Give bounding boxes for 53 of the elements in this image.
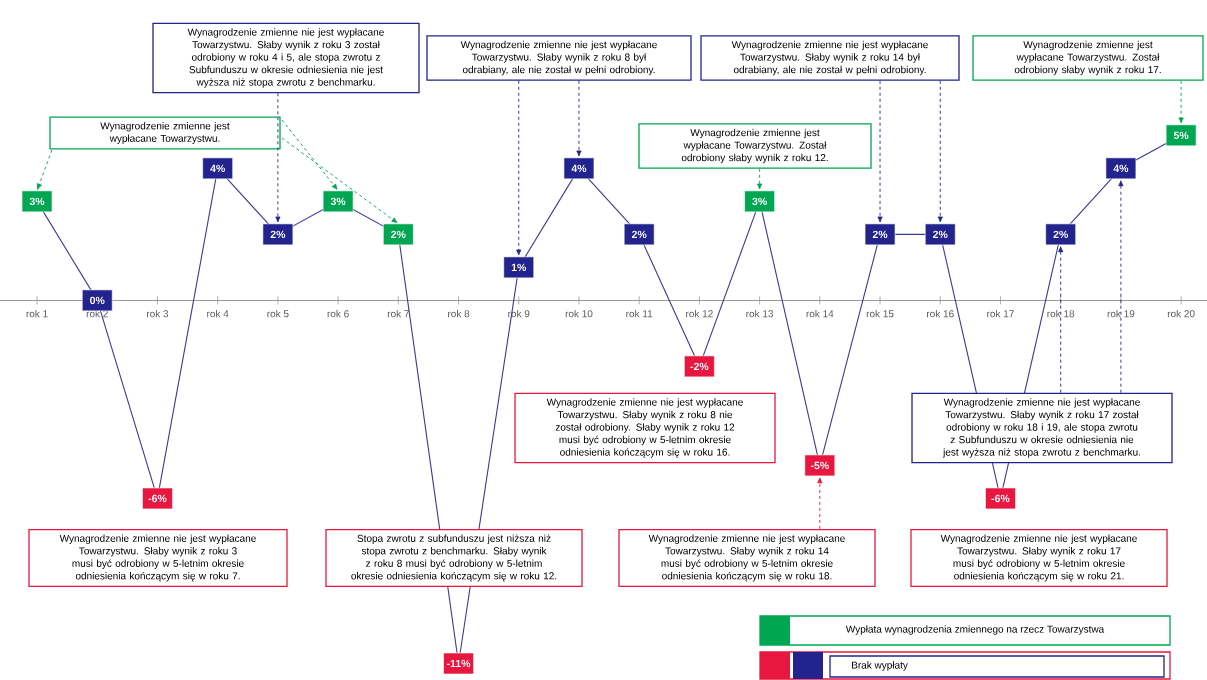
data-label: 4% — [571, 164, 587, 173]
data-label: -2% — [690, 362, 709, 371]
x-tick-label: rok 14 — [806, 309, 834, 318]
x-tick-label: rok 18 — [1047, 309, 1075, 318]
data-label: 2% — [270, 230, 286, 239]
data-label: 2% — [391, 230, 406, 239]
x-tick-label: rok 17 — [987, 309, 1014, 318]
data-label: 5% — [1173, 131, 1189, 140]
data-label: 2% — [631, 230, 647, 239]
x-tick-label: rok 7 — [387, 309, 409, 318]
annotation: Wypłata wynagrodzenia zmiennego na rzecz Towarzystwa — [845, 625, 1105, 635]
data-label: 3% — [29, 197, 45, 206]
data-label: -5% — [810, 461, 829, 470]
x-tick-label: rok 8 — [448, 309, 470, 318]
text: Wynagrodzenie zmienne nie jest wypłacane Towarzystwu. Słaby wynik z roku 3 został odrobiony w roku 4 i 5, ale stopa zwrotu z Subfunduszu w okresie odniesienia nie jest wyższa niż stopa zwrotu z benchmarku. — [187, 28, 384, 88]
x-tick-label: rok 3 — [147, 309, 169, 318]
data-label: 0% — [90, 296, 105, 305]
x-tick-label: rok 16 — [927, 309, 954, 318]
x-tick-label: rok 12 — [686, 309, 713, 318]
x-tick-label: rok 6 — [327, 309, 349, 318]
annotation: Wynagrodzenie zmienne nie jest wypłacane Towarzystwu. Słaby wynik z roku 17 musi być odrobiony w 5-letnim okresie odniesienia kończącym się w roku 21. — [940, 534, 1137, 582]
data-label: -6% — [148, 494, 167, 503]
annotation: Wynagrodzenie zmienne jest wypłacane Towarzystwu. — [100, 122, 230, 144]
annotation: Wynagrodzenie zmienne jest wypłacane Towarzystwu. Został odrobiony słaby wynik z roku 12. — [681, 128, 828, 164]
x-tick-label: rok 2 — [86, 309, 108, 318]
x-tick-label: rok 19 — [1107, 309, 1135, 318]
data-label: 2% — [872, 230, 888, 239]
data-label: -11% — [446, 659, 471, 668]
annotation: Brak wypłaty — [852, 661, 908, 671]
x-tick-label: rok 13 — [746, 309, 774, 318]
text: Wynagrodzenie zmienne nie jest wypłacane Towarzystwu. Słaby wynik z roku 8 był odrabiany, ale nie został w pełni odrobiony. — [460, 40, 657, 76]
text: Wynagrodzenie zmienne jest wypłacane Towarzystwu. Został odrobiony słaby wynik z roku 17. — [1014, 40, 1161, 76]
annotation: Wynagrodzenie zmienne nie jest wypłacane Towarzystwu. Słaby wynik z roku 17 został odrobiony w roku 18 i 19, ale stopa zwrotu z Subfunduszu w okresie odniesienia nie jest wyższa niż stopa zwrotu z benchmarku. — [942, 398, 1140, 458]
x-tick-label: rok 10 — [565, 309, 593, 318]
data-label: 3% — [752, 197, 767, 206]
data-label: 1% — [511, 263, 527, 272]
data-label: 2% — [933, 230, 948, 239]
annotation: Wynagrodzenie zmienne nie jest wypłacane Towarzystwu. Słaby wynik z roku 8 nie został odrobiony. Słaby wynik z roku 12 musi być odrobiony w 5-letnim okresie odniesienia kończącym się w roku 16. — [546, 398, 743, 458]
data-label: 4% — [1113, 164, 1129, 173]
x-tick-label: rok 15 — [866, 309, 894, 318]
x-tick-label: rok 1 — [26, 309, 48, 318]
x-tick-label: rok 11 — [626, 309, 653, 318]
x-tick-label: rok 4 — [207, 309, 229, 318]
x-tick-label: rok 20 — [1167, 309, 1195, 318]
data-label: 4% — [210, 164, 225, 173]
data-label: -6% — [991, 494, 1010, 503]
data-label: 3% — [330, 197, 346, 206]
annotation: Stopa zwrotu z subfunduszu jest niższa niż stopa zwrotu z benchmarku. Słaby wynik z roku 8 musi być odrobiony w 5-letnim okresie odniesienia kończącym się w roku 12. — [351, 534, 557, 582]
annotation: Wynagrodzenie zmienne nie jest wypłacane Towarzystwu. Słaby wynik z roku 3 musi być odrobiony w 5-letnim okresie odniesienia kończącym się w roku 7. — [59, 534, 256, 582]
text: Wynagrodzenie zmienne nie jest wypłacane Towarzystwu. Słaby wynik z roku 14 był odrabiany, ale nie został w pełni odrobiony. — [731, 40, 928, 76]
data-label: 2% — [1053, 230, 1068, 239]
x-tick-label: rok 5 — [267, 309, 289, 318]
annotation: Wynagrodzenie zmienne nie jest wypłacane Towarzystwu. Słaby wynik z roku 14 musi być odrobiony w 5-letnim okresie odniesienia kończącym się w roku 18. — [648, 534, 845, 582]
